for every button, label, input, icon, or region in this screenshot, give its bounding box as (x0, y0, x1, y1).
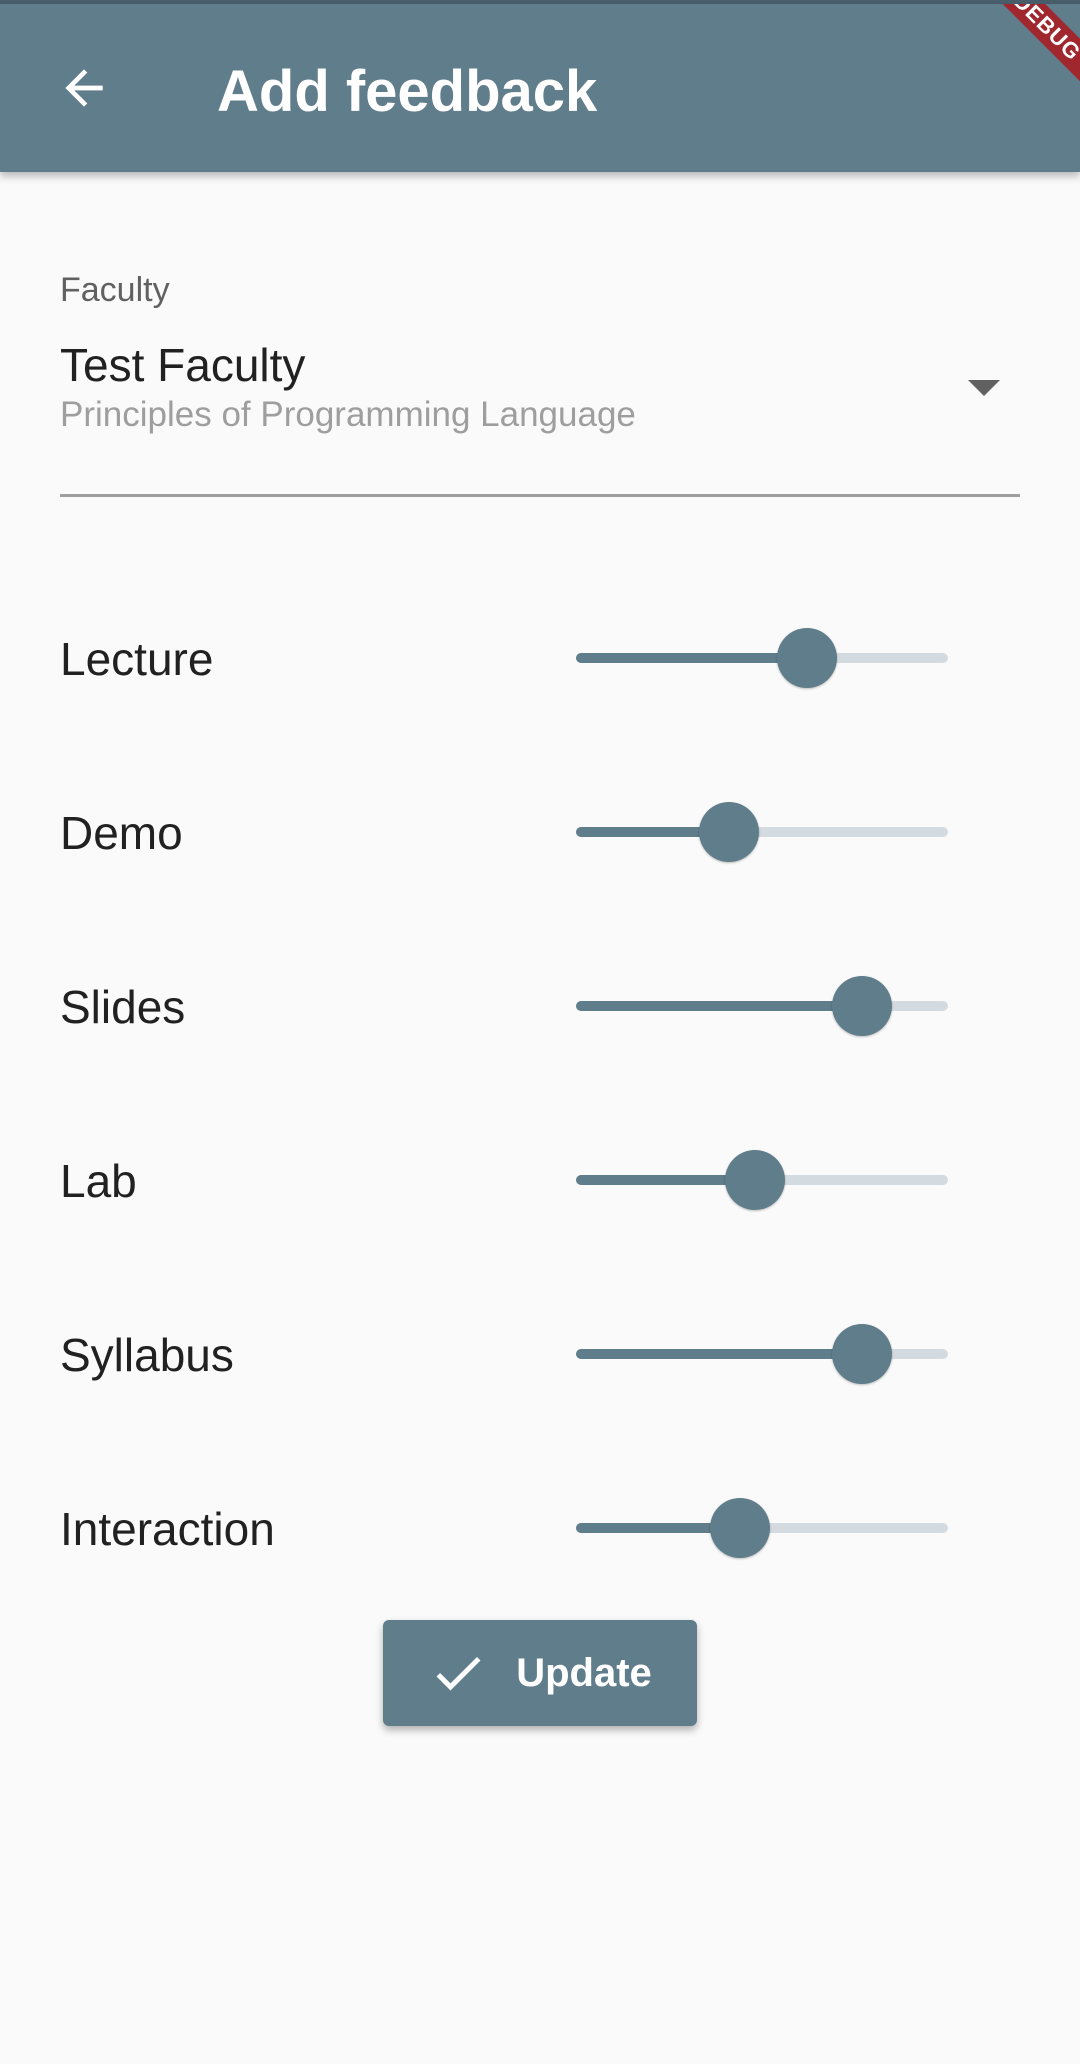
debug-banner: DEBUG (983, 4, 1080, 91)
slider-track (576, 1349, 948, 1359)
rating-label-demo: Demo (60, 807, 183, 859)
slider-thumb[interactable] (776, 628, 837, 688)
lecture-slider[interactable] (516, 608, 1008, 708)
check-icon (436, 1656, 481, 1691)
slider-fill (576, 1349, 863, 1359)
dropdown-arrow-icon[interactable] (968, 380, 1000, 396)
page-title: Add feedback (217, 59, 598, 124)
faculty-dropdown[interactable]: Faculty Test Faculty Principles of Progr… (60, 260, 1020, 498)
slider-thumb[interactable] (724, 1150, 785, 1210)
faculty-dropdown-value: Test Faculty (60, 339, 306, 391)
slider-thumb[interactable] (698, 802, 759, 862)
syllabus-slider[interactable] (516, 1304, 1008, 1404)
slider-track (576, 653, 948, 663)
rating-label-syllabus: Syllabus (60, 1329, 234, 1381)
arrow-back-icon (65, 69, 103, 107)
rating-label-interaction: Interaction (60, 1503, 275, 1555)
slider-fill (576, 827, 729, 837)
rating-row-demo: Demo (60, 782, 1020, 882)
rating-label-lab: Lab (60, 1155, 137, 1207)
slides-slider[interactable] (516, 956, 1008, 1056)
update-button-label: Update (516, 1651, 652, 1695)
demo-slider[interactable] (516, 782, 1008, 882)
slider-thumb[interactable] (832, 976, 893, 1036)
slider-track (576, 827, 948, 837)
slider-fill (576, 653, 807, 663)
faculty-dropdown-label: Faculty (60, 271, 170, 309)
dropdown-underline (60, 494, 1020, 497)
app-bar: Add feedback DEBUG (0, 4, 1080, 172)
rating-row-slides: Slides (60, 956, 1020, 1056)
slider-fill (576, 1175, 755, 1185)
rating-row-lecture: Lecture (60, 608, 1020, 708)
faculty-dropdown-subtitle: Principles of Programming Language (60, 395, 636, 434)
update-button[interactable]: Update (383, 1620, 697, 1726)
slider-track (576, 1001, 948, 1011)
slider-thumb[interactable] (832, 1324, 893, 1384)
status-strip (0, 0, 1080, 4)
rating-row-interaction: Interaction (60, 1478, 1020, 1578)
slider-thumb[interactable] (709, 1498, 770, 1558)
lab-slider[interactable] (516, 1130, 1008, 1230)
slider-fill (576, 1523, 740, 1533)
back-button[interactable] (44, 48, 124, 128)
rating-row-lab: Lab (60, 1130, 1020, 1230)
interaction-slider[interactable] (516, 1478, 1008, 1578)
rating-label-slides: Slides (60, 981, 186, 1033)
rating-label-lecture: Lecture (60, 633, 214, 685)
rating-row-syllabus: Syllabus (60, 1304, 1020, 1404)
slider-fill (576, 1001, 863, 1011)
